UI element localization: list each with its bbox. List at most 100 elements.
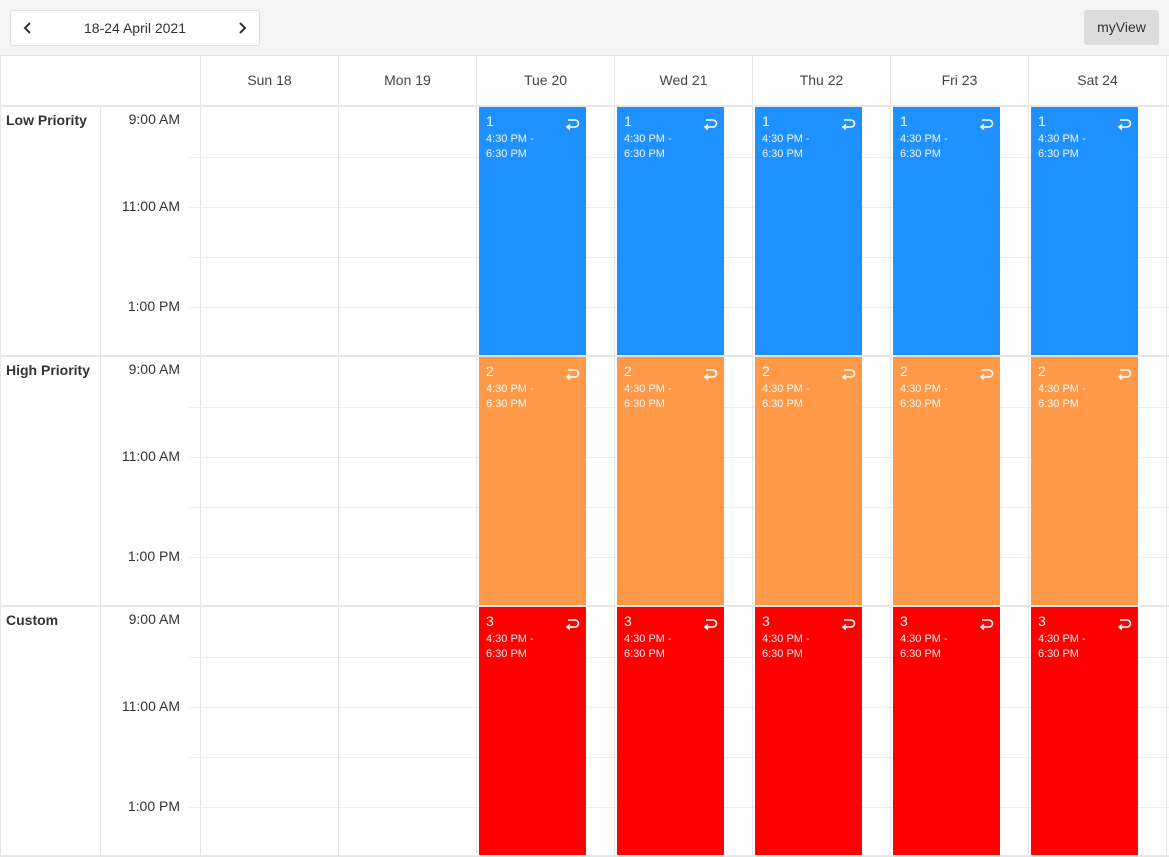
- appointment-time: 4:30 PM - 6:30 PM: [900, 383, 948, 410]
- day-header[interactable]: Mon 19: [339, 56, 477, 105]
- view-switcher-button[interactable]: myView: [1084, 10, 1159, 45]
- time-label: 1:00 PM: [127, 548, 180, 564]
- time-label: 11:00 AM: [121, 198, 180, 214]
- appointment-title: 1: [1038, 113, 1046, 129]
- day-header[interactable]: Thu 22: [753, 56, 891, 105]
- recurrence-icon: [1117, 619, 1132, 631]
- day-cell[interactable]: 3 4:30 PM - 6:30 PM: [1029, 607, 1167, 855]
- day-header[interactable]: Fri 23: [891, 56, 1029, 105]
- appointment-title: 2: [762, 363, 770, 379]
- appointment-time: 4:30 PM - 6:30 PM: [900, 633, 948, 660]
- time-column: 9:00 AM 11:00 AM 1:00 PM: [101, 357, 201, 605]
- appointment-title: 2: [486, 363, 494, 379]
- appointment-title: 1: [624, 113, 632, 129]
- day-cell[interactable]: [201, 607, 339, 855]
- day-cell[interactable]: [339, 357, 477, 605]
- day-cell[interactable]: 3 4:30 PM - 6:30 PM: [891, 607, 1029, 855]
- recurrence-icon: [565, 619, 580, 631]
- appointment-title: 1: [486, 113, 494, 129]
- appointment-time: 4:30 PM - 6:30 PM: [486, 133, 534, 160]
- date-range-label[interactable]: 18-24 April 2021: [84, 20, 186, 36]
- appointment-time: 4:30 PM - 6:30 PM: [624, 383, 672, 410]
- day-header[interactable]: Sat 24: [1029, 56, 1167, 105]
- chevron-right-icon: [239, 22, 247, 34]
- appointment[interactable]: 3 4:30 PM - 6:30 PM: [479, 607, 586, 855]
- day-cell[interactable]: [201, 107, 339, 355]
- time-label: 9:00 AM: [128, 611, 180, 627]
- day-cell[interactable]: 1 4:30 PM - 6:30 PM: [891, 107, 1029, 355]
- group-row: Low Priority 9:00 AM 11:00 AM 1:00 PM 1 4:30 …: [0, 107, 1169, 357]
- appointment-title: 3: [762, 613, 770, 629]
- day-cell[interactable]: 3 4:30 PM - 6:30 PM: [477, 607, 615, 855]
- appointment-title: 3: [624, 613, 632, 629]
- appointment-title: 1: [762, 113, 770, 129]
- recurrence-icon: [979, 119, 994, 131]
- appointment-title: 3: [1038, 613, 1046, 629]
- appointment[interactable]: 3 4:30 PM - 6:30 PM: [755, 607, 862, 855]
- day-cell[interactable]: 1 4:30 PM - 6:30 PM: [477, 107, 615, 355]
- recurrence-icon: [979, 369, 994, 381]
- day-cell[interactable]: [339, 107, 477, 355]
- recurrence-icon: [565, 119, 580, 131]
- appointment-time: 4:30 PM - 6:30 PM: [486, 383, 534, 410]
- next-button[interactable]: [225, 11, 259, 45]
- group-label: Custom: [0, 607, 101, 855]
- appointment-title: 3: [900, 613, 908, 629]
- recurrence-icon: [979, 619, 994, 631]
- recurrence-icon: [703, 369, 718, 381]
- appointment-time: 4:30 PM - 6:30 PM: [624, 633, 672, 660]
- group-row: High Priority 9:00 AM 11:00 AM 1:00 PM 2 4:30…: [0, 357, 1169, 607]
- day-cell[interactable]: 2 4:30 PM - 6:30 PM: [891, 357, 1029, 605]
- recurrence-icon: [565, 369, 580, 381]
- day-cell[interactable]: 1 4:30 PM - 6:30 PM: [1029, 107, 1167, 355]
- day-cell[interactable]: 1 4:30 PM - 6:30 PM: [615, 107, 753, 355]
- recurrence-icon: [841, 119, 856, 131]
- day-cell[interactable]: 2 4:30 PM - 6:30 PM: [477, 357, 615, 605]
- appointment-time: 4:30 PM - 6:30 PM: [762, 383, 810, 410]
- appointment-title: 2: [624, 363, 632, 379]
- time-column: 9:00 AM 11:00 AM 1:00 PM: [101, 607, 201, 855]
- day-cell[interactable]: 2 4:30 PM - 6:30 PM: [615, 357, 753, 605]
- day-cell[interactable]: 3 4:30 PM - 6:30 PM: [615, 607, 753, 855]
- appointment[interactable]: 2 4:30 PM - 6:30 PM: [755, 357, 862, 605]
- recurrence-icon: [841, 369, 856, 381]
- appointment[interactable]: 1 4:30 PM - 6:30 PM: [617, 107, 724, 355]
- group-label: High Priority: [0, 357, 101, 605]
- appointment-time: 4:30 PM - 6:30 PM: [1038, 383, 1086, 410]
- appointment[interactable]: 2 4:30 PM - 6:30 PM: [893, 357, 1000, 605]
- appointment[interactable]: 1 4:30 PM - 6:30 PM: [479, 107, 586, 355]
- day-header[interactable]: Sun 18: [201, 56, 339, 105]
- chevron-left-icon: [23, 22, 31, 34]
- appointment-time: 4:30 PM - 6:30 PM: [1038, 633, 1086, 660]
- day-cell[interactable]: 1 4:30 PM - 6:30 PM: [753, 107, 891, 355]
- appointment[interactable]: 3 4:30 PM - 6:30 PM: [617, 607, 724, 855]
- day-header[interactable]: Wed 21: [615, 56, 753, 105]
- day-header[interactable]: Tue 20: [477, 56, 615, 105]
- appointment-time: 4:30 PM - 6:30 PM: [624, 133, 672, 160]
- appointment[interactable]: 2 4:30 PM - 6:30 PM: [1031, 357, 1138, 605]
- time-label: 1:00 PM: [127, 798, 180, 814]
- day-cell[interactable]: 2 4:30 PM - 6:30 PM: [1029, 357, 1167, 605]
- appointment[interactable]: 1 4:30 PM - 6:30 PM: [893, 107, 1000, 355]
- time-label: 9:00 AM: [128, 361, 180, 377]
- appointment[interactable]: 3 4:30 PM - 6:30 PM: [893, 607, 1000, 855]
- appointment-title: 2: [1038, 363, 1046, 379]
- appointment[interactable]: 2 4:30 PM - 6:30 PM: [617, 357, 724, 605]
- appointment[interactable]: 1 4:30 PM - 6:30 PM: [755, 107, 862, 355]
- previous-button[interactable]: [11, 11, 45, 45]
- day-cell[interactable]: 3 4:30 PM - 6:30 PM: [753, 607, 891, 855]
- group-row: Custom 9:00 AM 11:00 AM 1:00 PM 3 4:30 PM - 6…: [0, 607, 1169, 857]
- appointment-time: 4:30 PM - 6:30 PM: [486, 633, 534, 660]
- day-cell[interactable]: [201, 357, 339, 605]
- day-cell[interactable]: 2 4:30 PM - 6:30 PM: [753, 357, 891, 605]
- appointment[interactable]: 1 4:30 PM - 6:30 PM: [1031, 107, 1138, 355]
- appointment[interactable]: 3 4:30 PM - 6:30 PM: [1031, 607, 1138, 855]
- time-column: 9:00 AM 11:00 AM 1:00 PM: [101, 107, 201, 355]
- date-navigator: 18-24 April 2021: [10, 10, 260, 46]
- appointment[interactable]: 2 4:30 PM - 6:30 PM: [479, 357, 586, 605]
- recurrence-icon: [703, 619, 718, 631]
- time-label: 1:00 PM: [127, 298, 180, 314]
- scheduler-toolbar: 18-24 April 2021 myView: [0, 0, 1169, 56]
- appointment-time: 4:30 PM - 6:30 PM: [762, 633, 810, 660]
- day-cell[interactable]: [339, 607, 477, 855]
